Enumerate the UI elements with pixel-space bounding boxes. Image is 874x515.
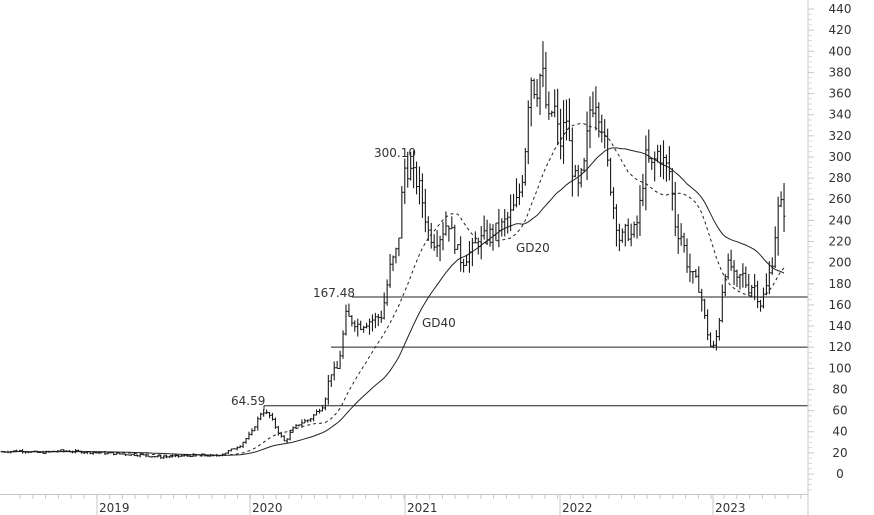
level-label-167: 167.48	[313, 286, 355, 300]
y-tick-label: 0	[836, 467, 844, 481]
x-axis: 2019 2020 2021 2022 2023	[0, 494, 808, 515]
y-tick-label: 380	[829, 65, 852, 79]
x-tick-label: 2023	[715, 501, 746, 515]
y-tick-label: 20	[832, 446, 847, 460]
y-tick-label: 180	[829, 277, 852, 291]
y-tick-label: 260	[829, 192, 852, 206]
x-tick-label: 2022	[562, 501, 593, 515]
gd20-label: GD20	[516, 241, 550, 255]
y-tick-label: 340	[829, 108, 852, 122]
y-tick-label: 120	[829, 340, 852, 354]
x-tick-label: 2021	[407, 501, 438, 515]
y-axis: 4404204003803603403203002802602402202001…	[807, 0, 852, 515]
y-tick-label: 320	[829, 129, 852, 143]
x-tick-label: 2019	[99, 501, 130, 515]
y-tick-label: 240	[829, 213, 852, 227]
y-tick-label: 300	[829, 150, 852, 164]
annotations: 64.59 167.48 300.10 GD20 GD40	[231, 146, 550, 408]
level-label-64: 64.59	[231, 394, 265, 408]
y-tick-label: 420	[829, 23, 852, 37]
gd20-line	[1, 122, 785, 457]
y-tick-label: 160	[829, 298, 852, 312]
y-tick-label: 220	[829, 235, 852, 249]
y-tick-label: 360	[829, 87, 852, 101]
price-bars	[0, 41, 786, 459]
gd40-label: GD40	[422, 316, 456, 330]
y-tick-label: 40	[832, 425, 847, 439]
y-tick-label: 400	[829, 44, 852, 58]
horizontal-levels	[263, 296, 808, 410]
y-tick-label: 60	[832, 404, 847, 418]
y-tick-label: 200	[829, 256, 852, 270]
y-tick-label: 100	[829, 361, 852, 375]
y-tick-label: 280	[829, 171, 852, 185]
y-tick-label: 80	[832, 382, 847, 396]
y-tick-label: 140	[829, 319, 852, 333]
gd40-line	[1, 147, 785, 456]
y-tick-label: 440	[829, 2, 852, 16]
peak-label: 300.10	[374, 146, 416, 160]
x-tick-label: 2020	[252, 501, 283, 515]
